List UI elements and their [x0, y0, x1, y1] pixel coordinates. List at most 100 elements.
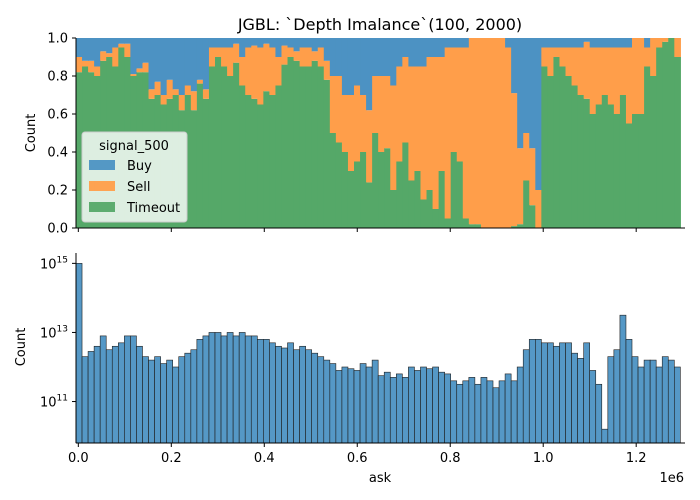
buy-bar — [94, 38, 101, 67]
sell-bar — [553, 47, 561, 57]
buy-bar — [118, 38, 125, 44]
timeout-bar — [517, 224, 524, 228]
sell-bar — [547, 47, 555, 76]
sell-bar — [438, 57, 446, 171]
timeout-bar — [523, 180, 530, 228]
sell-bar — [619, 47, 627, 95]
top-y-axis-label: Count — [24, 114, 39, 153]
histogram-bar — [516, 366, 524, 444]
sell-bar — [523, 133, 530, 181]
sell-bar — [632, 38, 639, 114]
sell-bar — [390, 85, 397, 190]
timeout-bar — [420, 199, 428, 228]
timeout-bar — [583, 98, 591, 228]
sell-bar — [662, 38, 669, 42]
histogram-bar — [456, 383, 464, 444]
timeout-bar — [184, 95, 192, 228]
sell-bar — [178, 95, 186, 111]
sell-bar — [456, 47, 464, 162]
legend-swatch-timeout — [89, 202, 115, 212]
histogram-bar — [589, 370, 597, 444]
sell-bar — [136, 68, 144, 73]
buy-bar — [329, 38, 337, 76]
histogram-bar — [87, 351, 95, 444]
buy-bar — [317, 38, 325, 48]
timeout-bar — [372, 133, 379, 228]
sell-bar — [142, 62, 150, 73]
timeout-bar — [221, 66, 228, 228]
sell-bar — [493, 38, 500, 228]
timeout-bar — [263, 91, 270, 228]
histogram-bar — [269, 342, 276, 444]
buy-bar — [571, 38, 579, 48]
buy-bar — [76, 38, 83, 57]
sell-bar — [360, 95, 367, 152]
histogram-bar — [504, 373, 512, 444]
histogram-bar — [81, 356, 89, 444]
histogram-bar — [154, 356, 161, 444]
histogram-bar — [577, 358, 584, 444]
sell-bar — [650, 38, 657, 76]
sell-bar — [239, 57, 246, 86]
histogram-bar — [383, 371, 391, 444]
timeout-bar — [196, 83, 204, 228]
timeout-bar — [329, 133, 337, 228]
buy-bar — [438, 38, 446, 57]
sell-bar — [432, 57, 440, 209]
histogram-bar — [232, 335, 240, 444]
sell-bar — [589, 47, 597, 114]
buy-bar — [378, 38, 385, 76]
histogram-bar — [486, 380, 494, 444]
sell-bar — [124, 43, 131, 57]
sell-bar — [317, 47, 325, 67]
buy-bar — [208, 38, 216, 48]
timeout-bar — [438, 171, 446, 228]
sell-bar — [160, 95, 168, 105]
timeout-bar — [559, 66, 567, 228]
sell-bar — [263, 43, 270, 92]
histogram-bar — [613, 349, 621, 444]
histogram-bar — [118, 342, 125, 444]
timeout-bar — [613, 114, 621, 228]
histogram-bar — [275, 345, 282, 444]
histogram-bar — [462, 380, 470, 444]
sell-bar — [408, 66, 416, 181]
histogram-bar — [661, 356, 669, 444]
histogram-bar — [414, 370, 421, 444]
buy-bar — [323, 38, 331, 61]
timeout-bar — [565, 76, 573, 228]
buy-bar — [559, 38, 567, 48]
histogram-bar — [553, 345, 560, 444]
timeout-bar — [644, 66, 651, 228]
histogram-bar — [408, 366, 415, 444]
histogram-bar — [226, 332, 234, 444]
timeout-bar — [378, 152, 385, 228]
timeout-bar — [444, 218, 452, 228]
histogram-bar — [250, 335, 258, 444]
timeout-bar — [408, 180, 416, 228]
sell-bar — [196, 79, 204, 84]
bottom-x-tick-label: 1.0 — [533, 451, 554, 466]
histogram-bar — [595, 383, 603, 444]
histogram-bar — [148, 359, 155, 444]
buy-bar — [511, 38, 518, 94]
buy-bar — [462, 38, 470, 48]
buy-bar — [335, 38, 343, 76]
sell-bar — [154, 81, 162, 95]
sell-bar — [347, 95, 355, 171]
histogram-bar — [625, 339, 633, 444]
timeout-bar — [468, 224, 476, 228]
timeout-bar — [674, 57, 681, 228]
legend-label-timeout: Timeout — [126, 201, 180, 216]
histogram-bar — [287, 342, 294, 444]
timeout-bar — [650, 76, 657, 228]
sell-bar — [323, 60, 331, 80]
timeout-bar — [632, 114, 639, 228]
histogram-bar — [136, 345, 143, 444]
histogram-bar — [99, 335, 107, 444]
histogram-bar — [208, 332, 216, 444]
timeout-bar — [299, 66, 307, 228]
sell-bar — [166, 79, 174, 99]
timeout-bar — [251, 98, 258, 228]
